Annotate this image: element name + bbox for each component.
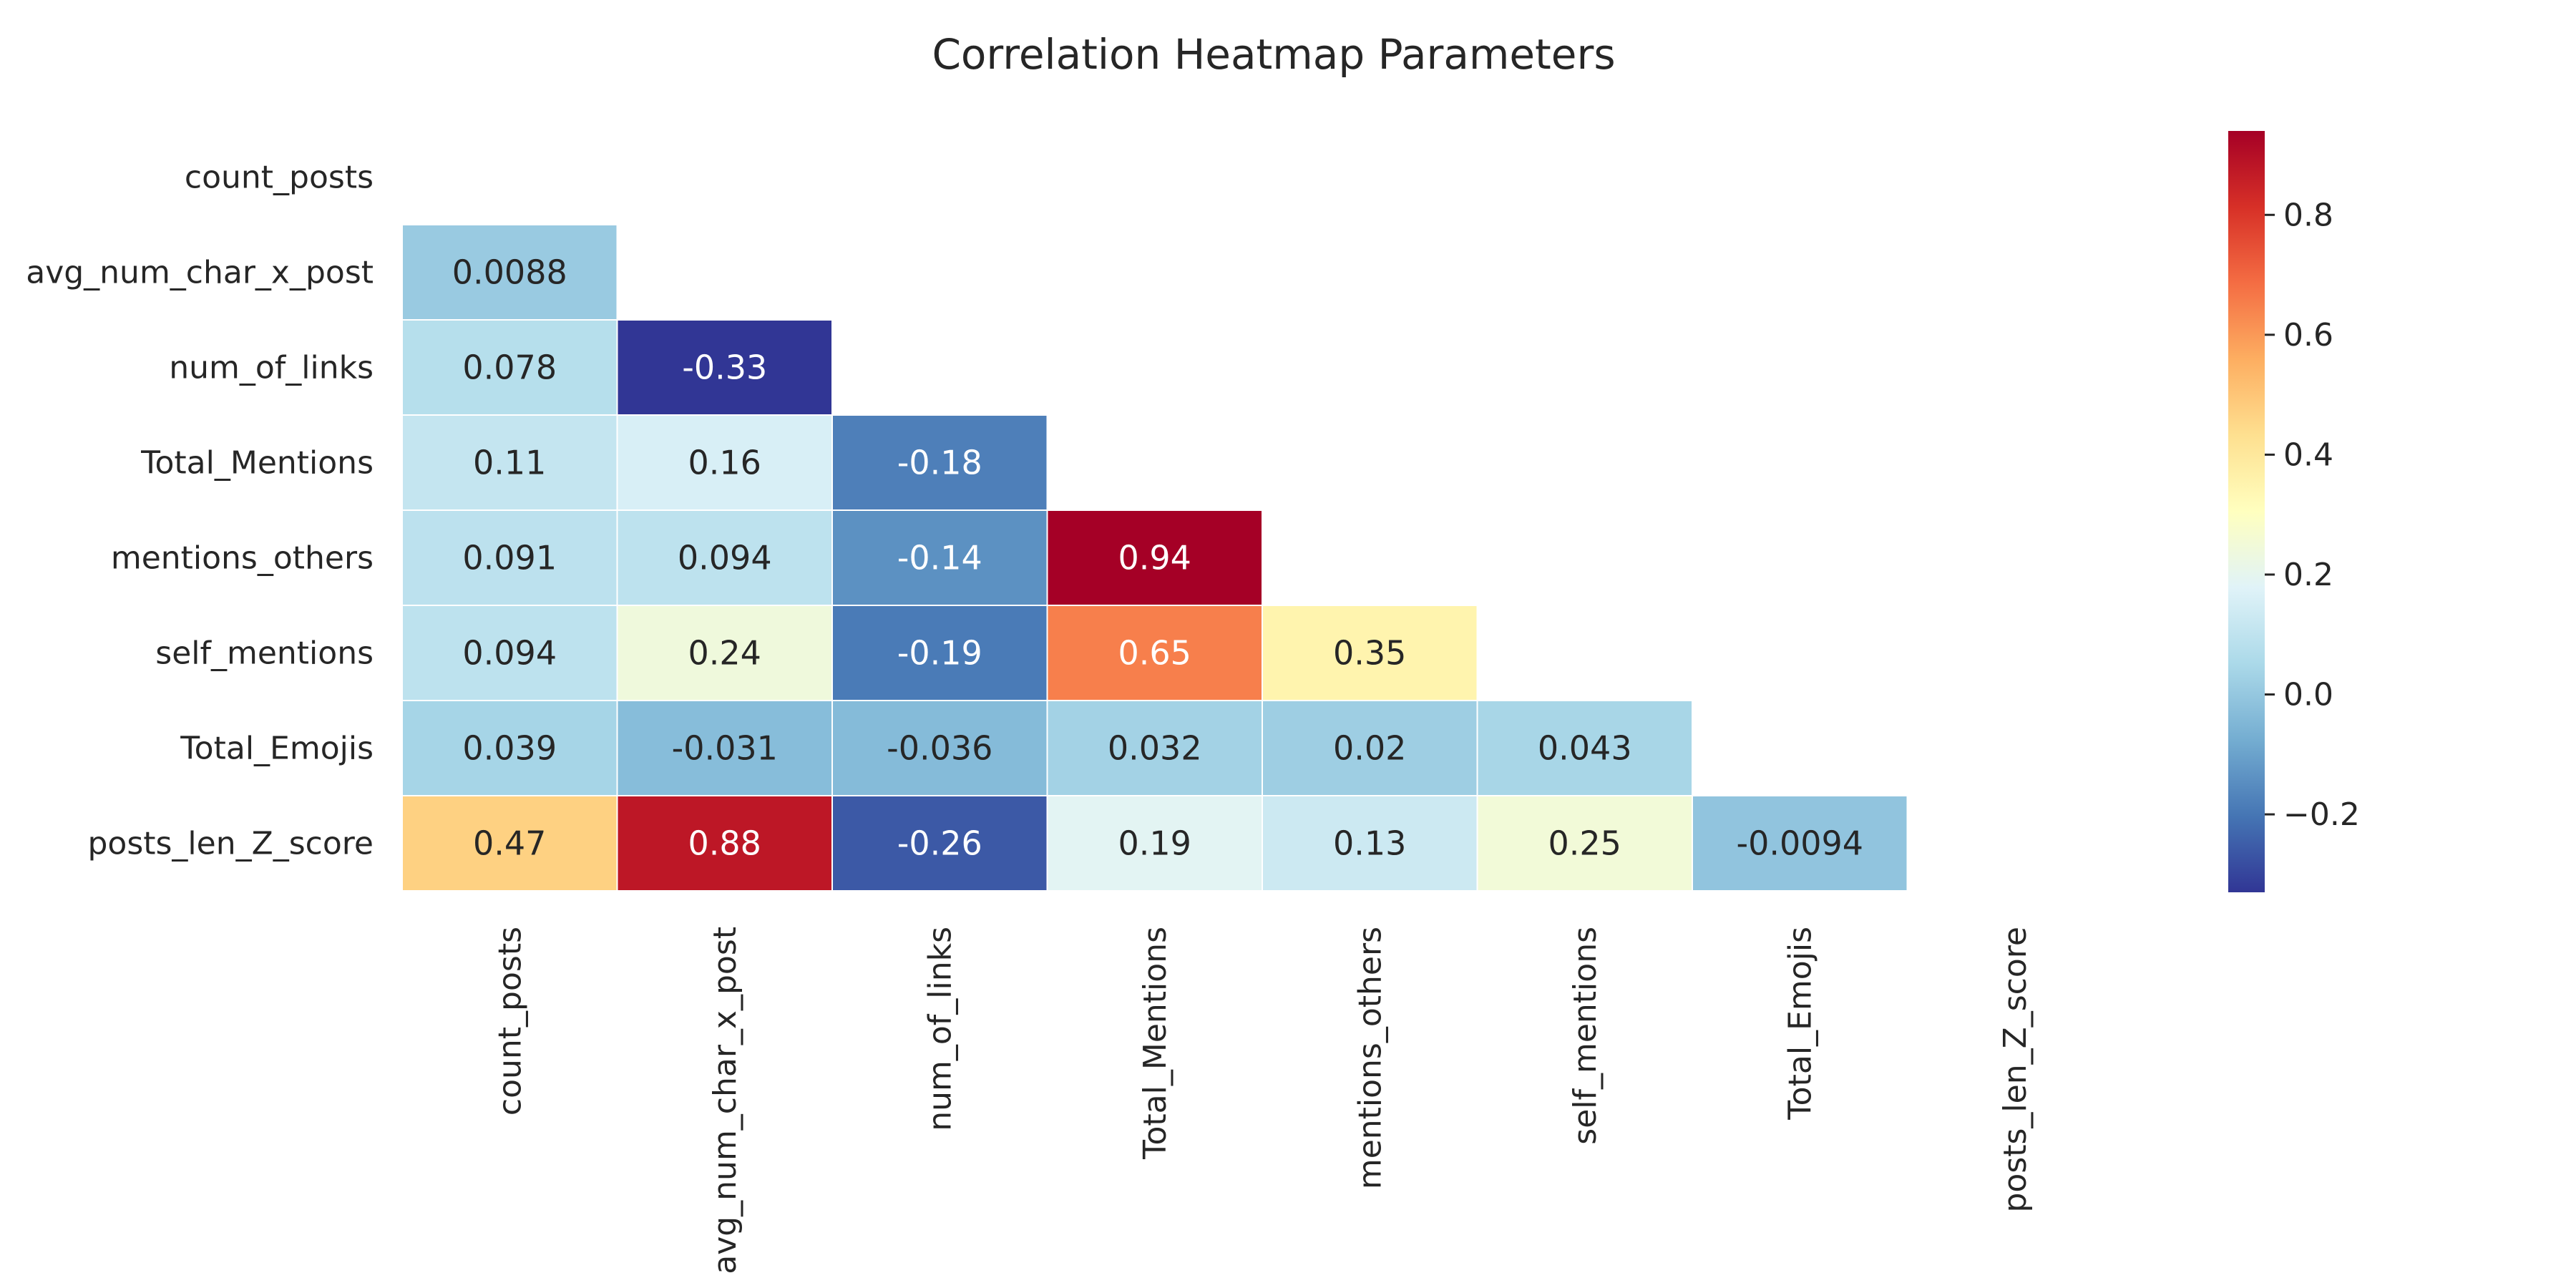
heatmap-cell: [401, 700, 618, 796]
row-tick-label: Total_Mentions: [140, 445, 374, 482]
row-tick-label: mentions_others: [111, 540, 374, 577]
row-tick-label: count_posts: [185, 160, 374, 196]
heatmap-cell-label: 0.25: [1548, 824, 1621, 863]
heatmap-cell-label: 0.35: [1333, 634, 1406, 673]
heatmap-cell-label: 0.16: [688, 444, 761, 482]
heatmap-cell: [616, 605, 833, 701]
heatmap-cell-label: 0.094: [678, 539, 772, 577]
row-tick-label: Total_Emojis: [180, 731, 374, 767]
col-tick-label: num_of_links: [922, 927, 958, 1131]
heatmap-cell-label: -0.33: [682, 348, 767, 387]
heatmap-cell: [616, 414, 833, 511]
col-tick-label: count_posts: [492, 927, 528, 1116]
heatmap-cell-label: -0.19: [897, 634, 982, 673]
heatmap-cell-label: 0.47: [473, 824, 546, 863]
col-tick-label: avg_num_char_x_post: [707, 927, 743, 1274]
chart-title: Correlation Heatmap Parameters: [932, 30, 1615, 79]
heatmap-cell: [831, 700, 1048, 796]
heatmap-cell-label: 0.13: [1333, 824, 1406, 863]
row-tick-label: self_mentions: [155, 635, 374, 672]
colorbar-tick-label: −0.2: [2283, 796, 2360, 833]
heatmap-cell-label: 0.65: [1118, 634, 1191, 673]
col-tick-label: posts_len_Z_score: [1997, 927, 2034, 1213]
heatmap-cell: [401, 414, 618, 511]
heatmap-cell-label: 0.11: [473, 444, 546, 482]
heatmap-cell: [831, 605, 1048, 701]
heatmap-cell: [1692, 795, 1908, 892]
heatmap-cell: [1046, 605, 1263, 701]
col-tick-label: self_mentions: [1567, 927, 1604, 1145]
row-tick-label: posts_len_Z_score: [87, 826, 374, 862]
heatmap-cell: [616, 795, 833, 892]
row-tick-label: num_of_links: [169, 350, 374, 386]
heatmap-cell: [1046, 700, 1263, 796]
colorbar-tick-label: 0.0: [2283, 677, 2333, 713]
colorbar-tick-label: 0.8: [2283, 197, 2333, 233]
heatmap-cell-label: 0.0088: [452, 253, 567, 292]
heatmap-cell-label: -0.031: [672, 729, 778, 768]
heatmap-cell-label: -0.14: [897, 539, 982, 577]
col-tick-label: mentions_others: [1352, 927, 1388, 1189]
heatmap-cell-label: 0.88: [688, 824, 761, 863]
row-tick-label: avg_num_char_x_post: [26, 255, 374, 291]
colorbar-tick-label: 0.6: [2283, 317, 2333, 353]
colorbar-tick-label: 0.2: [2283, 557, 2333, 593]
col-labels: count_posts avg_num_char_x_post num_of_lin…: [492, 927, 2034, 1274]
heatmap-cell-label: 0.043: [1538, 729, 1632, 768]
col-tick-label: Total_Emojis: [1782, 927, 1818, 1121]
heatmap-cell-label: 0.032: [1108, 729, 1202, 768]
heatmap-cell: [401, 319, 618, 416]
heatmap-cell: [1046, 795, 1263, 892]
heatmap-cell-label: 0.19: [1118, 824, 1191, 863]
heatmap-cell-label: 0.078: [462, 348, 557, 387]
heatmap-cell-label: -0.0094: [1736, 824, 1863, 863]
colorbar-tick-label: 0.4: [2283, 436, 2333, 473]
heatmap-cell-label: -0.26: [897, 824, 982, 863]
heatmap-cell: [616, 319, 833, 416]
heatmap-cell: [831, 414, 1048, 511]
heatmap-cell: [401, 795, 618, 892]
colorbar-gradient: [2228, 131, 2265, 892]
heatmap-cell-label: -0.18: [897, 444, 982, 482]
heatmap-cell-label: 0.94: [1118, 539, 1191, 577]
heatmap-cell: [616, 509, 833, 606]
heatmap-cell-label: 0.091: [462, 539, 557, 577]
heatmap-cell-label: 0.094: [462, 634, 557, 673]
heatmap-cell-label: -0.036: [887, 729, 992, 768]
colorbar: −0.2 0.0 0.2 0.4 0.6 0.8: [2228, 131, 2360, 892]
heatmap-cell: [1262, 700, 1478, 796]
heatmap-cell-label: 0.24: [688, 634, 761, 673]
heatmap-cells: 0.0088 0.078 -0.33 0.11 0.16 -0.18 0.091 0.094 -…: [401, 224, 1908, 892]
heatmap-cell: [1046, 509, 1263, 606]
heatmap-cell: [401, 224, 618, 321]
heatmap-cell: [616, 700, 833, 796]
heatmap-cell-label: 0.02: [1333, 729, 1406, 768]
heatmap-cell-label: 0.039: [462, 729, 557, 768]
heatmap-cell: [1262, 605, 1478, 701]
col-tick-label: Total_Mentions: [1137, 927, 1174, 1160]
heatmap-cell: [1476, 700, 1693, 796]
row-labels: count_posts avg_num_char_x_post num_of_lin…: [26, 160, 374, 862]
heatmap-cell: [1476, 795, 1693, 892]
